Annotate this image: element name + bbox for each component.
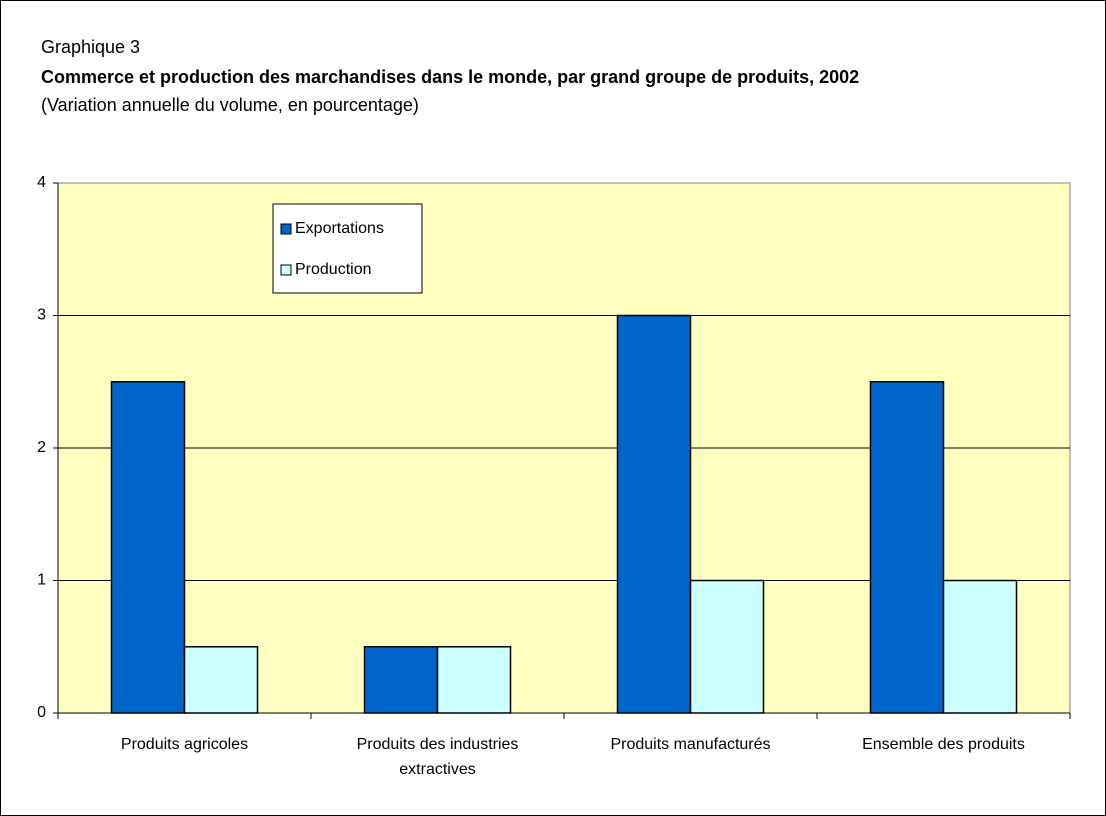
legend-label: Production — [295, 261, 372, 278]
y-tick-label: 1 — [37, 572, 46, 589]
x-tick-label: Produits manufacturés — [610, 736, 771, 753]
bar — [436, 646, 512, 714]
chart-title: Commerce et production des marchandises … — [41, 67, 860, 87]
bar — [942, 579, 1018, 714]
x-tick-label: Produits agricoles — [120, 736, 249, 753]
x-tick-label: Produits des industries extractives — [356, 736, 519, 778]
legend — [272, 203, 423, 294]
bar — [110, 381, 186, 714]
bar — [363, 646, 439, 714]
bar — [689, 579, 765, 714]
y-tick-label: 0 — [37, 704, 46, 721]
chart-subtitle: (Variation annuelle du volume, en pource… — [41, 95, 419, 115]
chart-label: Graphique 3 — [41, 37, 141, 57]
legend-label: Exportations — [295, 220, 384, 237]
x-tick-label: Ensemble des produits — [862, 736, 1025, 753]
bar — [183, 646, 259, 714]
legend-swatch — [280, 223, 292, 235]
y-tick-label: 4 — [37, 174, 46, 191]
bar — [869, 381, 945, 714]
y-tick-label: 2 — [37, 439, 46, 456]
legend-swatch — [280, 264, 292, 276]
bar — [616, 314, 692, 714]
y-tick-label: 3 — [37, 307, 46, 324]
